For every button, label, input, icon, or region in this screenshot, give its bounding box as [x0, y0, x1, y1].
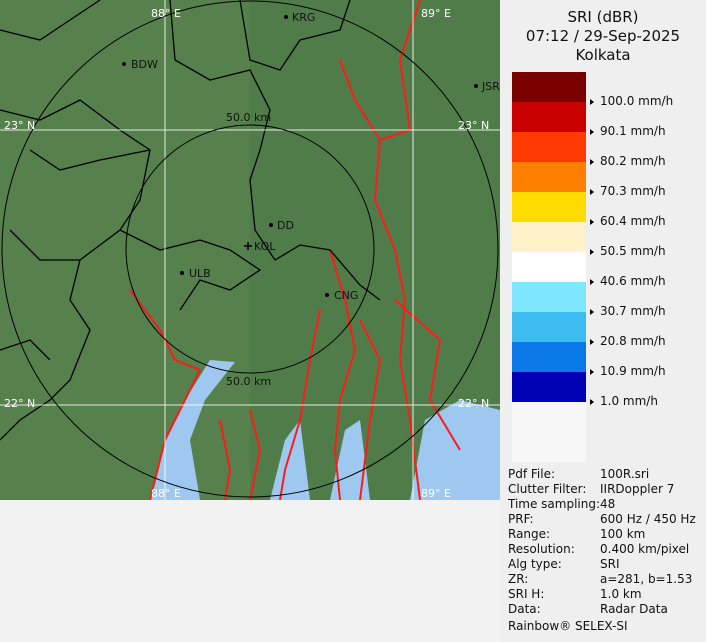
- range-ring-100km: [1, 0, 499, 498]
- legend-swatch: [512, 72, 586, 102]
- lon-label-bottom-left: 88° E: [151, 487, 181, 500]
- admin-boundaries: [0, 0, 381, 441]
- info-row: Resolution: 0.400 km/pixel: [508, 542, 689, 556]
- info-row: ZR: a=281, b=1.53: [508, 572, 692, 586]
- legend-label: 30.7 mm/h: [590, 304, 666, 318]
- city-bdw: BDW: [131, 58, 158, 71]
- info-value: 100R.sri: [600, 467, 650, 481]
- info-value: 48: [600, 497, 616, 511]
- legend-label: 10.9 mm/h: [590, 364, 666, 378]
- info-row: SRI H: 1.0 km: [508, 587, 642, 601]
- lon-label-top-right: 89° E: [421, 7, 451, 20]
- water-body: [150, 360, 500, 500]
- grid-lines: [0, 0, 500, 500]
- legend-label: 60.4 mm/h: [590, 214, 666, 228]
- legend-swatch: [512, 162, 586, 192]
- info-row: Pdf File: 100R.sri: [508, 467, 649, 481]
- datetime: 07:12 / 29-Sep-2025: [525, 27, 681, 45]
- legend-label: 20.8 mm/h: [590, 334, 666, 348]
- range-ring-50km: [125, 124, 375, 374]
- city-cng: CNG: [334, 289, 358, 302]
- legend-label: 50.5 mm/h: [590, 244, 666, 258]
- info-value: Radar Data: [600, 602, 668, 616]
- legend-swatch: [512, 102, 586, 132]
- info-key: Time sampling:: [508, 497, 601, 511]
- info-value: 100 km: [600, 527, 646, 541]
- info-key: Data:: [508, 602, 541, 616]
- info-row: Alg type: SRI: [508, 557, 620, 571]
- ring-label-bottom: 50.0 km: [226, 375, 271, 388]
- info-value: 600 Hz / 450 Hz: [600, 512, 696, 526]
- city-krg: KRG: [292, 11, 315, 24]
- info-row: Range: 100 km: [508, 527, 645, 541]
- lat-label-left-top: 23° N: [4, 119, 35, 132]
- legend-swatch: [512, 192, 586, 222]
- city-jsr: JSR: [481, 80, 500, 93]
- legend-label: 70.3 mm/h: [590, 184, 666, 198]
- city-kol: KOL: [254, 240, 276, 253]
- legend-label: 90.1 mm/h: [590, 124, 666, 138]
- legend-swatch: [512, 282, 586, 312]
- legend-swatch: [512, 132, 586, 162]
- info-key: ZR:: [508, 572, 529, 586]
- legend-swatch: [512, 402, 586, 462]
- legend-label: 80.2 mm/h: [590, 154, 666, 168]
- lat-label-right-top: 23° N: [458, 119, 489, 132]
- city-dd: DD: [277, 219, 294, 232]
- info-key: PRF:: [508, 512, 534, 526]
- radar-map: 88° E 89° E 88° E 89° E 23° N 23° N 22° …: [0, 0, 500, 500]
- info-value: a=281, b=1.53: [600, 572, 693, 586]
- info-value: SRI: [600, 557, 620, 571]
- legend-label: 100.0 mm/h: [590, 94, 673, 108]
- legend-swatch: [512, 252, 586, 282]
- footer-credit: Rainbow® SELEX-SI: [508, 619, 628, 633]
- legend-label: 1.0 mm/h: [590, 394, 658, 408]
- info-key: Alg type:: [508, 557, 562, 571]
- legend-panel: SRI (dBR) 07:12 / 29-Sep-2025 Kolkata 10…: [500, 0, 706, 642]
- info-key: Pdf File:: [508, 467, 556, 481]
- info-value: 1.0 km: [600, 587, 642, 601]
- info-key: Clutter Filter:: [508, 482, 587, 496]
- info-row: PRF: 600 Hz / 450 Hz: [508, 512, 696, 526]
- product-title: SRI (dBR): [567, 8, 639, 26]
- lon-label-top-left: 88° E: [151, 7, 181, 20]
- info-value: 0.400 km/pixel: [600, 542, 690, 556]
- legend-swatch: [512, 342, 586, 372]
- info-row: Clutter Filter: IIRDoppler 7: [508, 482, 674, 496]
- info-key: Range:: [508, 527, 551, 541]
- lat-label-right-bottom: 22° N: [458, 397, 489, 410]
- info-key: Resolution:: [508, 542, 575, 556]
- lat-label-left-bottom: 22° N: [4, 397, 35, 410]
- legend-label: 40.6 mm/h: [590, 274, 666, 288]
- lon-label-bottom-right: 89° E: [421, 487, 451, 500]
- cities: KRG BDW JSR DD KOL ULB CNG: [122, 11, 500, 302]
- legend-swatch: [512, 222, 586, 252]
- site-name: Kolkata: [575, 46, 631, 64]
- legend-swatch: [512, 312, 586, 342]
- info-row: Time sampling: 48: [508, 497, 615, 511]
- legend-swatch: [512, 372, 586, 402]
- city-ulb: ULB: [189, 267, 211, 280]
- info-key: SRI H:: [508, 587, 545, 601]
- info-row: Data: Radar Data: [508, 602, 668, 616]
- ring-label-top: 50.0 km: [226, 111, 271, 124]
- info-value: IIRDoppler 7: [600, 482, 675, 496]
